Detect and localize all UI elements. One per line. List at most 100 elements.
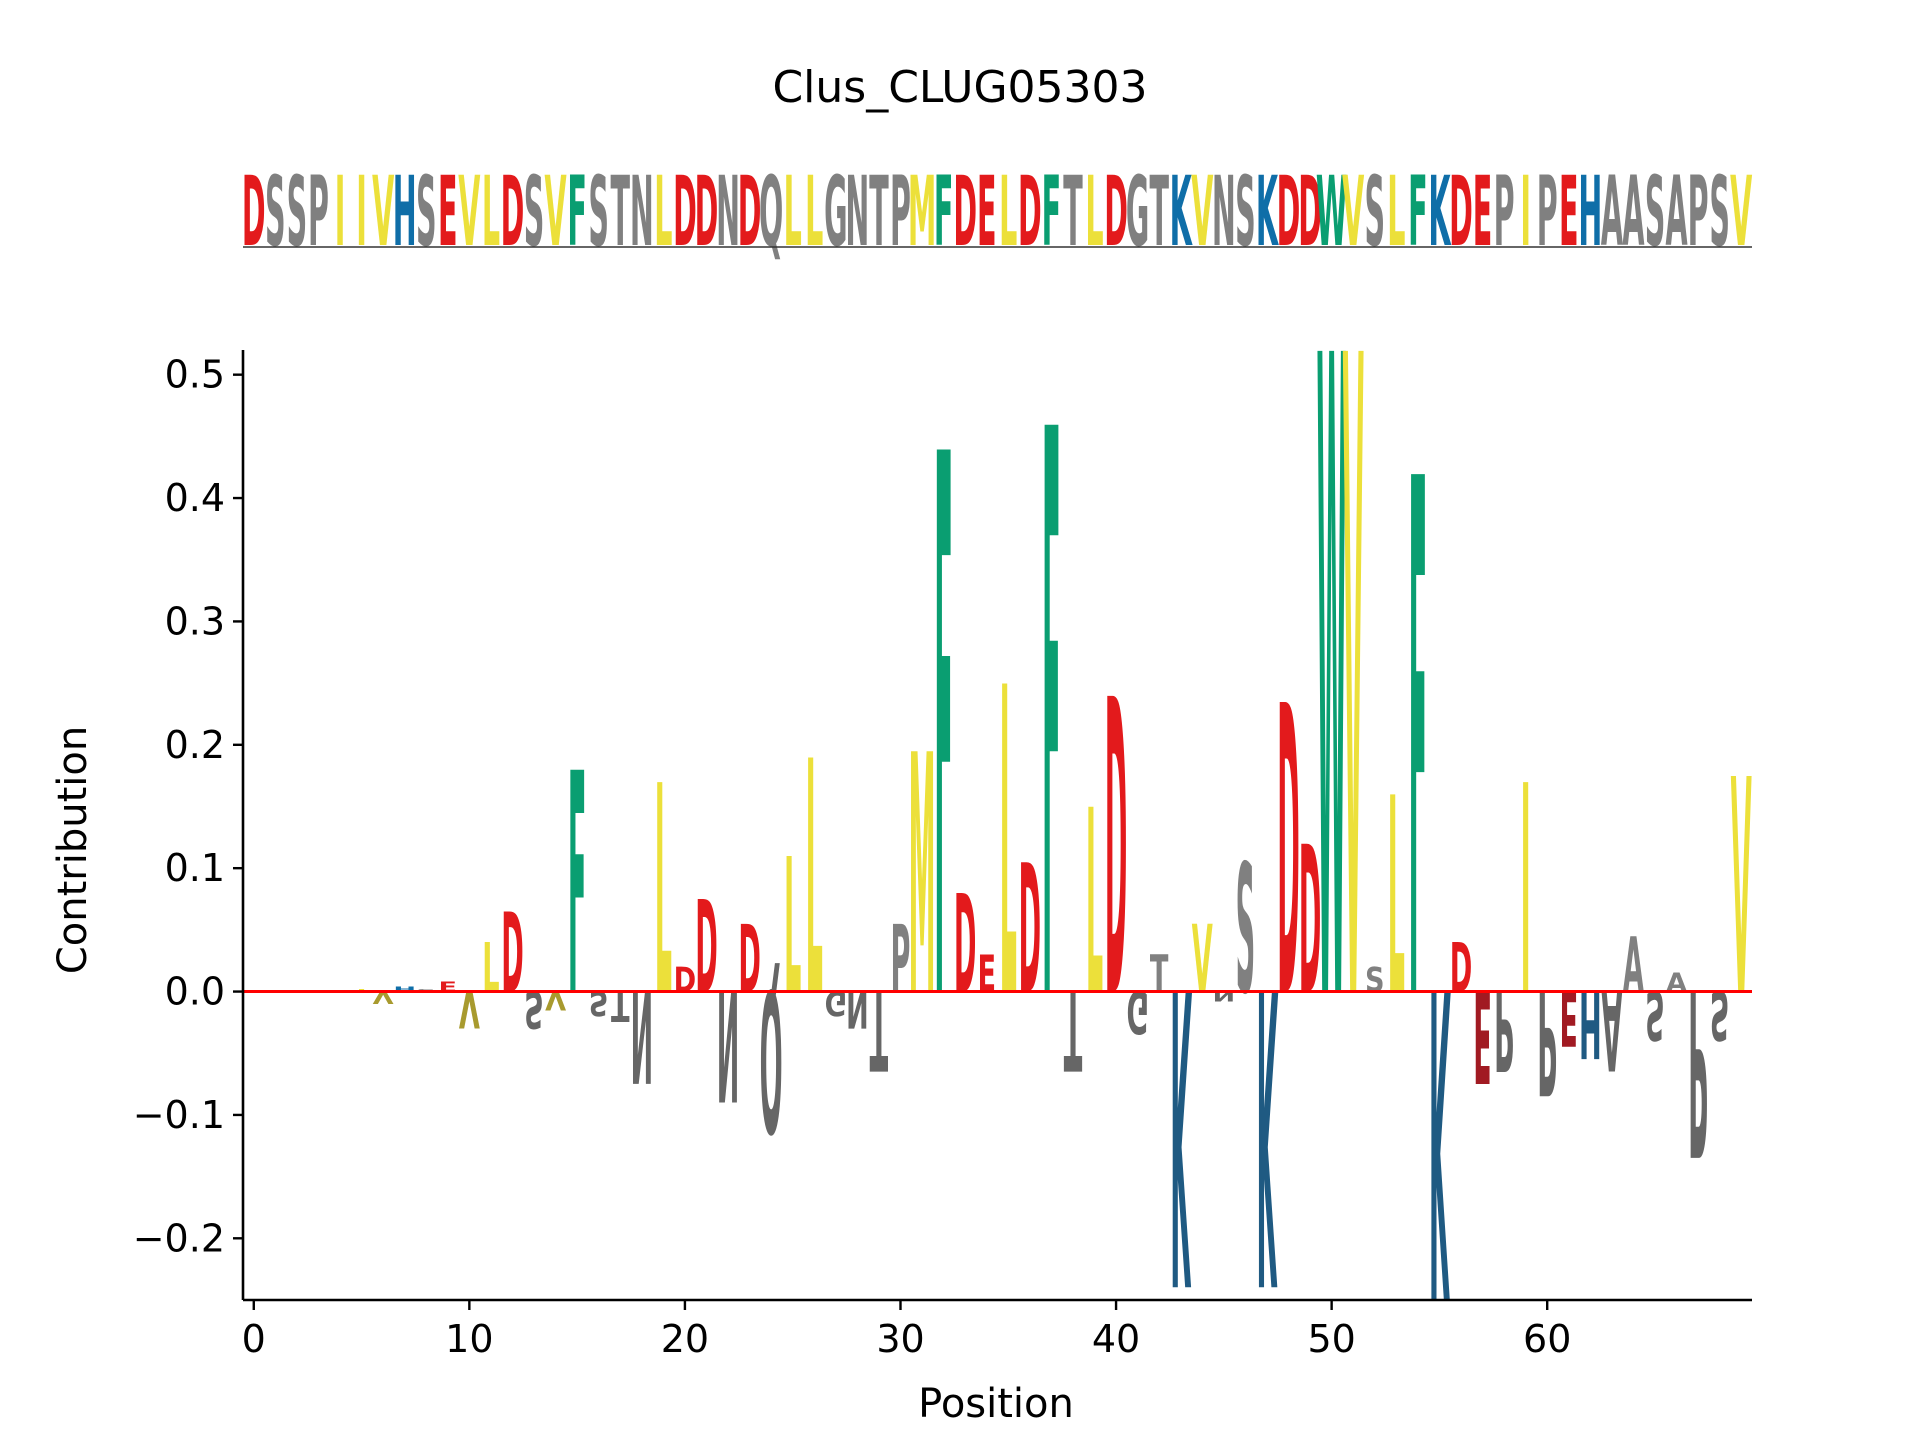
logo-letter: V — [1731, 717, 1752, 1062]
sequence-letter: S — [588, 156, 609, 268]
logo-letter: G — [1126, 977, 1148, 1046]
sequence-letter: S — [416, 156, 437, 268]
y-tick-label: 0.4 — [165, 476, 225, 520]
logo-letter: L — [1086, 757, 1103, 1052]
sequence-letter: A — [1622, 156, 1644, 268]
y-tick-label: 0.3 — [165, 599, 225, 643]
logo-letter: E — [1473, 961, 1492, 1109]
sequence-letter: P — [890, 156, 911, 268]
logo-letter: M — [909, 687, 936, 1070]
logo-letter: A — [1623, 922, 1644, 1010]
sequence-letter: V — [372, 156, 394, 268]
sequence-letter: I — [335, 156, 346, 268]
x-tick-label: 30 — [876, 1317, 924, 1361]
sequence-letter: F — [1042, 156, 1062, 268]
sequence-letter: S — [1364, 156, 1385, 268]
x-tick-label: 50 — [1307, 1317, 1355, 1361]
logo-letter: F — [1409, 334, 1428, 1159]
logo-letter: D — [695, 874, 718, 1022]
logo-marks: IVHSEVLDSVFSTNLDDNDQLLGNTPMFDELDFTLDGTKV… — [357, 176, 1752, 1384]
y-tick-label: 0.1 — [165, 846, 225, 890]
logo-letter: H — [393, 985, 416, 993]
sequence-letter: D — [673, 156, 697, 268]
sequence-letter: A — [1666, 156, 1688, 268]
logo-letter: K — [1429, 891, 1451, 1384]
y-ticks: −0.2 −0.1 0.0 0.1 0.2 0.3 0.4 0.5 — [133, 353, 243, 1260]
sequence-letter: D — [695, 156, 719, 268]
logo-letter: D — [1277, 625, 1300, 1086]
logo-letter: L — [655, 727, 672, 1061]
logo-letter: E — [977, 944, 996, 1004]
sequence-letter: P — [1537, 156, 1558, 268]
logo-letter: D — [674, 962, 697, 1001]
sequence-letter: K — [1170, 156, 1193, 268]
sequence-letter: S — [1235, 156, 1256, 268]
sequence-letter: L — [1387, 156, 1405, 268]
sequence-letter: D — [501, 156, 525, 268]
logo-letter: S — [1365, 962, 1385, 1001]
logo-letter: E — [1559, 973, 1578, 1061]
sequence-letter: D — [1449, 156, 1473, 268]
logo-letter: V — [545, 985, 567, 1014]
sequence-letter: L — [654, 156, 672, 268]
sequence-letter: M — [908, 156, 936, 268]
y-tick-label: −0.2 — [133, 1216, 225, 1260]
sequence-letter: G — [1126, 156, 1149, 268]
sequence-letter: I — [356, 156, 367, 268]
sequence-letter: G — [824, 156, 847, 268]
logo-letter: T — [870, 965, 889, 1093]
sequence-letter: T — [1063, 156, 1082, 268]
logo-letter: P — [891, 906, 911, 1015]
sequence-letter: P — [308, 156, 329, 268]
logo-letter: D — [738, 906, 761, 1015]
logo-letter: F — [568, 710, 587, 1064]
logo-letter: V — [373, 987, 395, 1006]
sequence-letter: N — [845, 156, 869, 268]
logo-letter: S — [1710, 974, 1730, 1053]
logo-letter: D — [1450, 930, 1473, 1009]
sequence-letter: L — [784, 156, 802, 268]
sequence-letter: N — [1212, 156, 1236, 268]
sequence-letter: L — [805, 156, 823, 268]
logo-letter: K — [1170, 896, 1192, 1369]
logo-letter: P — [1494, 965, 1514, 1093]
logo-letter: P — [1688, 937, 1708, 1202]
x-tick-label: 0 — [242, 1317, 266, 1361]
logo-letter: H — [1579, 968, 1602, 1077]
logo-letter: N — [630, 961, 653, 1109]
x-axis-label: Position — [918, 1381, 1074, 1427]
sequence-letter: V — [1730, 156, 1752, 268]
x-tick-label: 10 — [445, 1317, 493, 1361]
sequence-letter: S — [287, 156, 308, 268]
logo-letter: F — [1042, 269, 1061, 1175]
sequence-letter: E — [438, 156, 458, 268]
logo-letter: D — [954, 865, 977, 1023]
sequence-letter: D — [1277, 156, 1301, 268]
sequence-letter: P — [1688, 156, 1709, 268]
sequence-letter: E — [1473, 156, 1493, 268]
logo-letter: I — [1521, 727, 1531, 1061]
logo-letter: L — [1000, 599, 1017, 1092]
logo-letter: D — [1105, 615, 1128, 1088]
logo-letter: N — [846, 979, 869, 1039]
logo-letter: L — [784, 821, 801, 1037]
sequence-letter: T — [611, 156, 630, 268]
sequence-letter: E — [977, 156, 997, 268]
sequence-letter: D — [1018, 156, 1042, 268]
sequence-letter: H — [393, 156, 417, 268]
sequence-letter: N — [716, 156, 740, 268]
sequence-letter: F — [934, 156, 954, 268]
sequence-letter: I — [1520, 156, 1531, 268]
sequence-letter: D — [738, 156, 762, 268]
logo-letter: S — [1645, 974, 1665, 1053]
y-tick-label: −0.1 — [133, 1093, 225, 1137]
logo-letter: L — [806, 693, 823, 1068]
sequence-letter: D — [1298, 156, 1322, 268]
logo-letter: D — [1299, 805, 1322, 1040]
sequence-letter: S — [1709, 156, 1730, 268]
sequence-letter: Q — [759, 156, 783, 268]
x-tick-label: 60 — [1523, 1317, 1571, 1361]
